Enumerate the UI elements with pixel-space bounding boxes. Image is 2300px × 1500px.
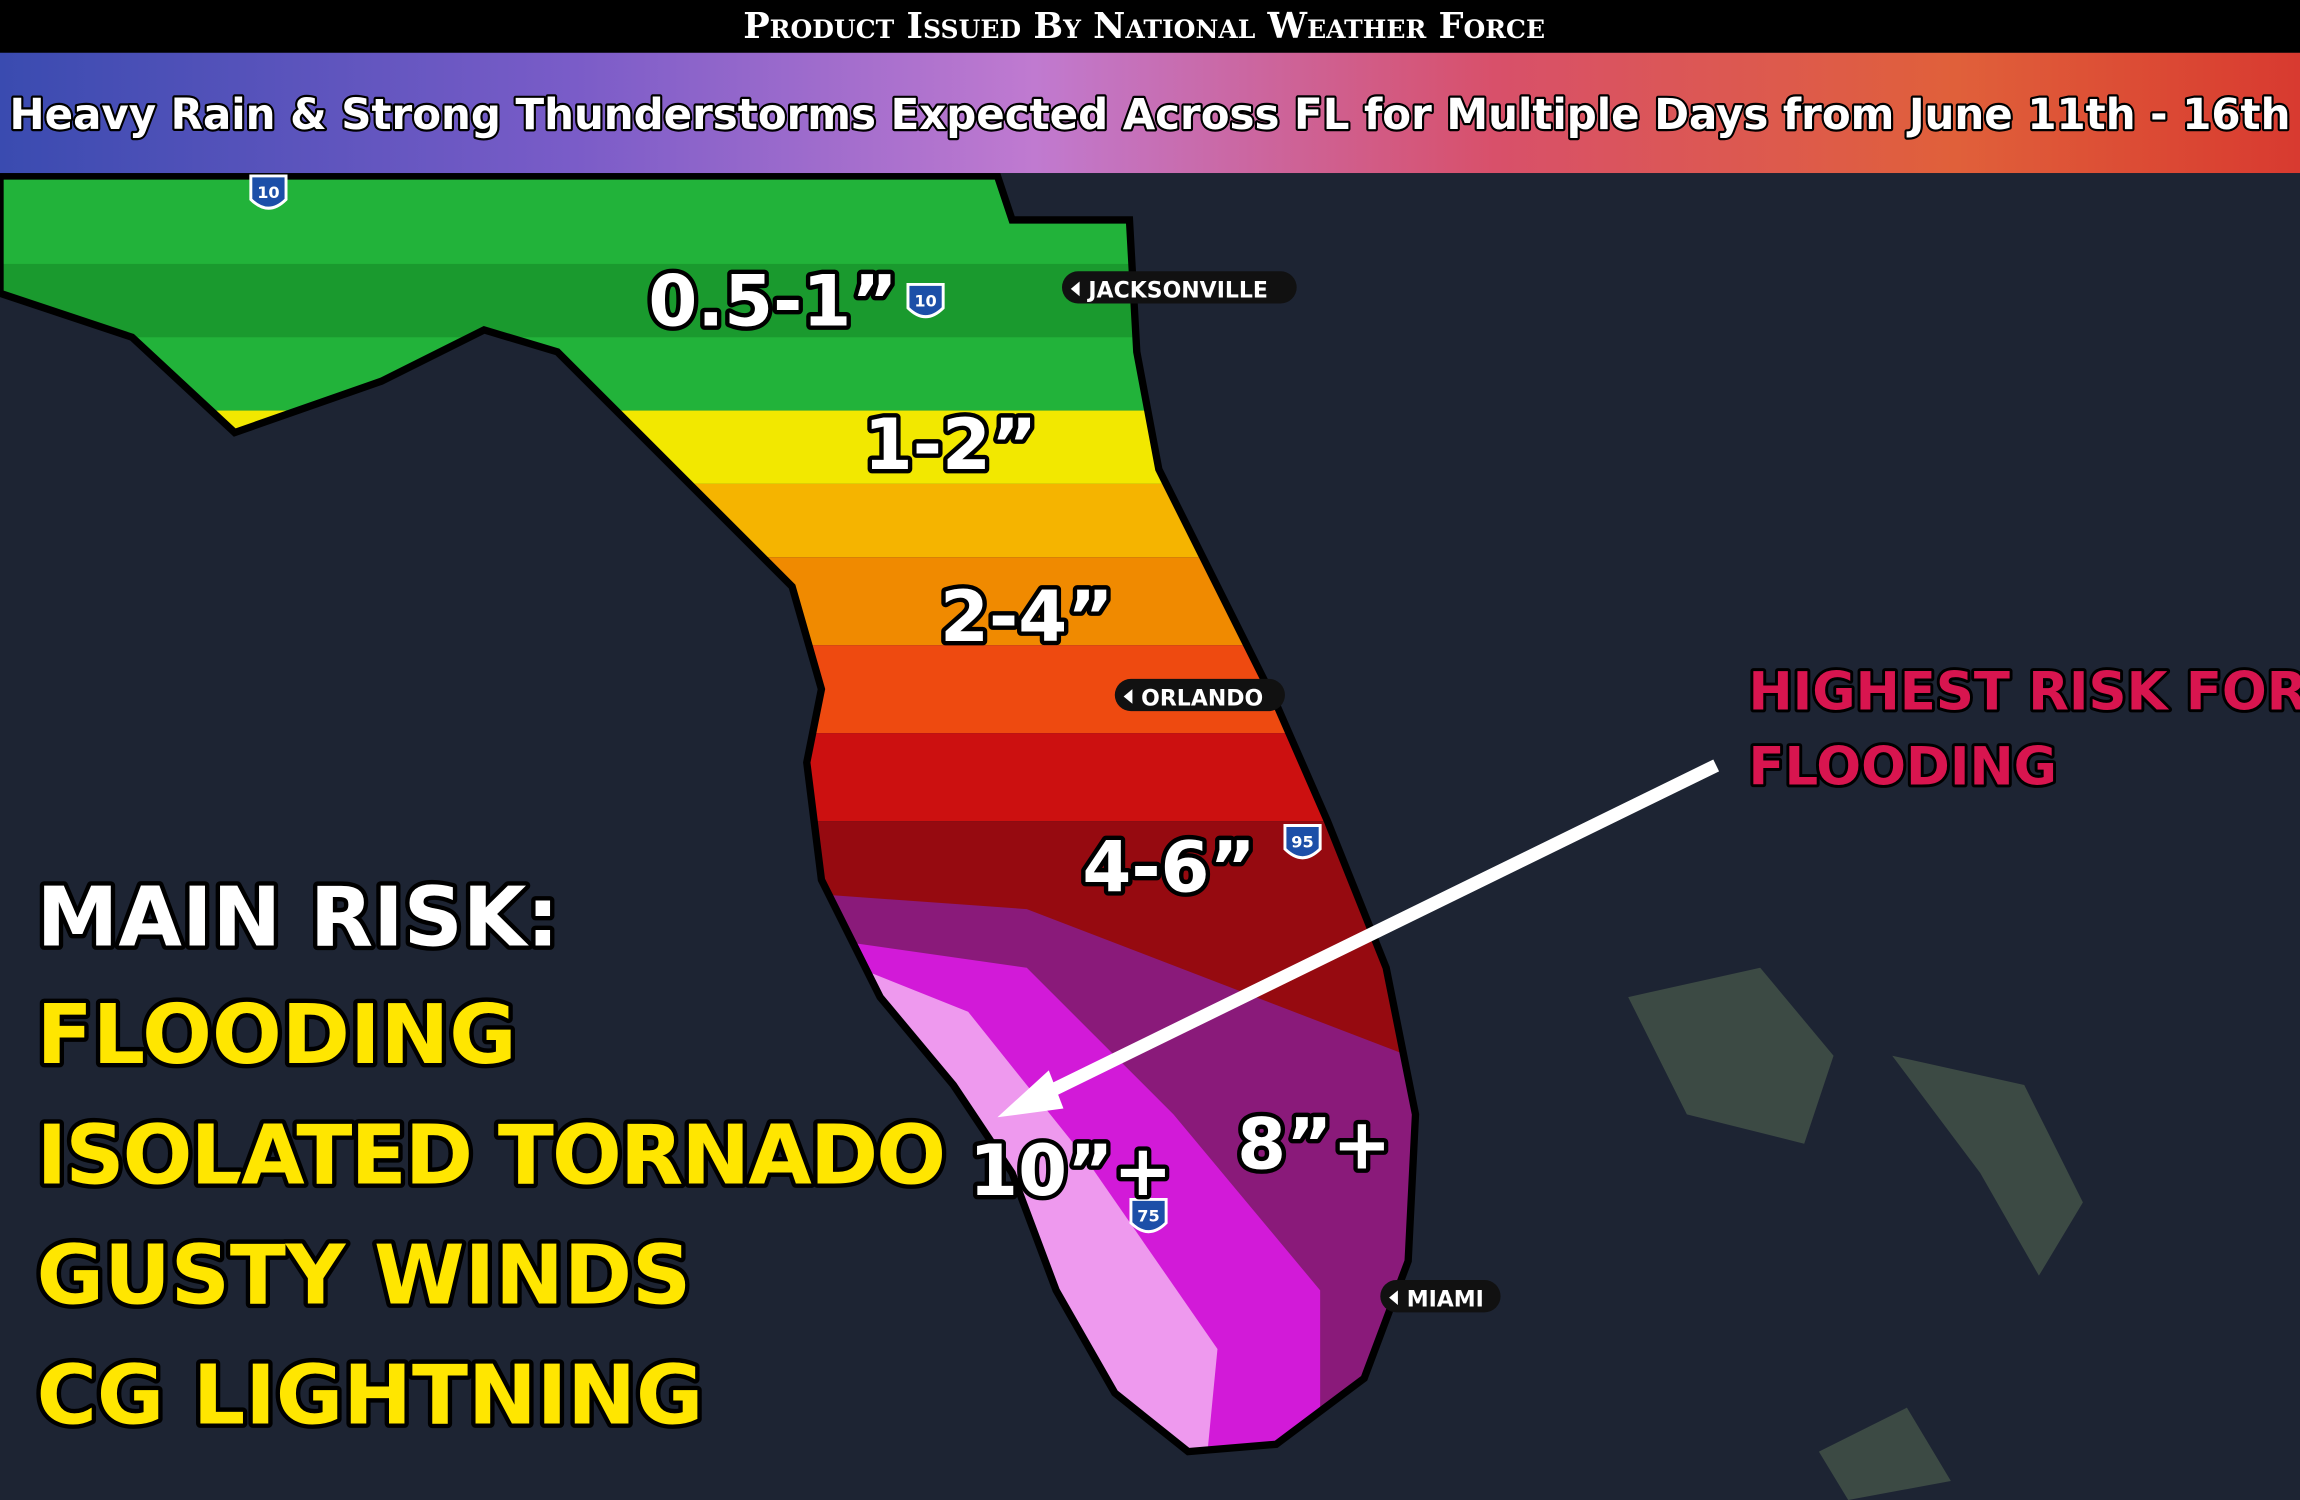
rainfall-label: 1-2” bbox=[864, 404, 1037, 486]
city-pointer bbox=[1123, 689, 1133, 704]
city-tag bbox=[1380, 1280, 1501, 1313]
issuer: Product Issued By National Weather Force bbox=[743, 6, 1545, 47]
bahamas bbox=[1628, 967, 2083, 1500]
headline: Heavy Rain & Strong Thunderstorms Expect… bbox=[10, 91, 2291, 140]
rainfall-label: 10”+ bbox=[969, 1130, 1172, 1212]
interstate-number: 10 bbox=[257, 183, 279, 202]
interstate-shield bbox=[249, 174, 288, 210]
state-outline bbox=[0, 172, 1420, 1456]
top-bar bbox=[0, 0, 2300, 53]
city-pointer bbox=[1070, 281, 1080, 297]
risk-item: GUSTY WINDS bbox=[37, 1229, 692, 1324]
arrow-shaft bbox=[1023, 759, 1720, 1109]
interstate-number: 10 bbox=[914, 291, 936, 310]
city-tag bbox=[1061, 271, 1297, 304]
rainfall-label: 8”+ bbox=[1237, 1104, 1391, 1186]
labels: 10 10 95 75 JACKSONVILLE ORLANDO MIAMI 0.5-1” 1-… bbox=[32, 174, 2300, 1448]
city-name: MIAMI bbox=[1407, 1287, 1484, 1312]
rainfall-label: 2-4” bbox=[940, 576, 1113, 658]
rainfall-label: 4-6” bbox=[1082, 827, 1255, 909]
risk-item: CG LIGHTNING bbox=[37, 1349, 704, 1444]
interstate-shield bbox=[906, 282, 945, 319]
city-pointer bbox=[1389, 1290, 1398, 1305]
city-name: ORLANDO bbox=[1141, 686, 1263, 711]
callout-text: HIGHEST RISK FOR bbox=[1748, 662, 2300, 723]
city-name: JACKSONVILLE bbox=[1086, 279, 1268, 304]
arrow-head bbox=[997, 1070, 1064, 1118]
interstate-shield bbox=[1283, 824, 1322, 860]
title-bar bbox=[0, 52, 2300, 174]
risk-heading: MAIN RISK: bbox=[37, 871, 560, 966]
risk-item: ISOLATED TORNADO bbox=[37, 1108, 946, 1203]
rainfall-label: 0.5-1” bbox=[648, 261, 897, 343]
risk-item: FLOODING bbox=[37, 988, 517, 1083]
interstate-number: 95 bbox=[1291, 833, 1313, 852]
city-tag bbox=[1114, 678, 1285, 712]
interstate-number: 75 bbox=[1137, 1206, 1159, 1225]
callout-text: FLOODING bbox=[1748, 736, 2057, 797]
interstate-shield bbox=[1129, 1197, 1168, 1234]
